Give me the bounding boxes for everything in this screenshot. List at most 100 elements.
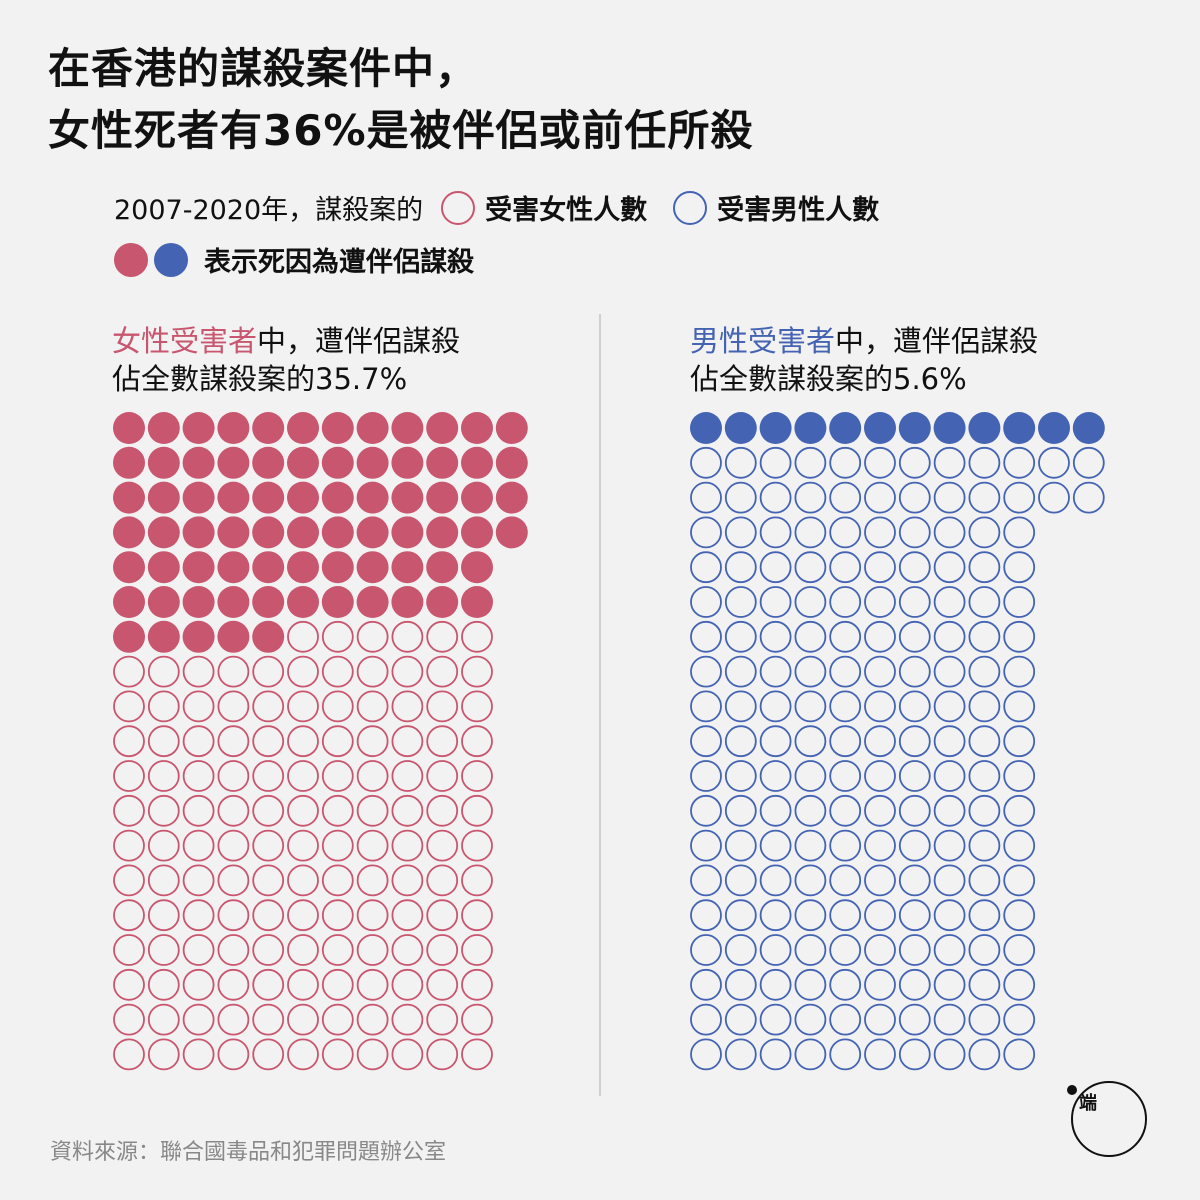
male-victim-dot	[759, 794, 792, 827]
female-victim-dot	[252, 690, 285, 723]
male-victim-dot	[690, 864, 722, 897]
male-victim-partner-dot	[968, 412, 1001, 444]
male-victim-dot	[794, 446, 827, 479]
female-victim-partner-dot	[182, 620, 215, 653]
female-victim-dot	[356, 794, 389, 827]
female-victim-partner-dot	[182, 551, 215, 584]
male-victim-dot	[864, 1003, 896, 1036]
female-victim-dot	[356, 690, 389, 723]
female-victim-dot	[321, 934, 354, 966]
male-victim-dot	[968, 864, 1001, 897]
male-victim-dot	[898, 829, 931, 862]
female-victim-dot	[147, 760, 180, 792]
male-victim-dot	[794, 516, 827, 549]
male-victim-dot	[829, 1003, 862, 1036]
male-victim-dot	[724, 1038, 757, 1071]
female-victim-dot	[113, 760, 145, 792]
female-victim-partner-dot	[252, 620, 285, 653]
female-victim-dot	[287, 725, 319, 758]
female-victim-dot	[217, 864, 250, 897]
female-victim-dot	[356, 1003, 389, 1036]
male-victim-dot	[933, 899, 966, 932]
male-victim-dot	[724, 829, 757, 862]
male-victim-dot	[724, 586, 757, 618]
female-victim-dot	[113, 725, 145, 758]
female-victim-dot	[321, 655, 354, 688]
female-victim-partner-dot	[321, 586, 354, 618]
female-victim-partner-dot	[182, 481, 215, 514]
male-victim-dot	[759, 690, 792, 723]
male-victim-dot	[794, 655, 827, 688]
female-victim-dot	[461, 829, 493, 862]
female-victim-dot	[391, 655, 424, 688]
male-victim-dot	[933, 655, 966, 688]
male-victim-dot	[898, 655, 931, 688]
female-victim-dot	[147, 690, 180, 723]
male-victim-dot	[1003, 620, 1036, 653]
female-victim-dot	[252, 1003, 285, 1036]
male-victim-dot	[898, 1003, 931, 1036]
female-victim-partner-dot	[147, 446, 180, 479]
female-victim-dot	[426, 760, 459, 792]
male-victim-dot	[794, 968, 827, 1001]
male-victim-dot	[794, 794, 827, 827]
source-note: 資料來源：聯合國毒品和犯罪問題辦公室	[50, 1140, 447, 1165]
male-victim-dot	[864, 551, 896, 584]
male-victim-dot	[829, 586, 862, 618]
female-victim-dot	[182, 899, 215, 932]
female-victim-dot	[113, 794, 145, 827]
female-victim-dot	[356, 829, 389, 862]
male-victim-dot	[724, 655, 757, 688]
male-victim-dot	[724, 760, 757, 792]
female-victim-dot	[287, 864, 319, 897]
male-victim-dot	[864, 620, 896, 653]
male-victim-dot	[1003, 899, 1036, 932]
male-victim-dot	[864, 794, 896, 827]
male-victim-dot	[864, 725, 896, 758]
male-victim-partner-dot	[794, 412, 827, 444]
female-victim-dot	[147, 934, 180, 966]
female-victim-dot	[147, 1038, 180, 1071]
female-victim-partner-dot	[426, 516, 459, 549]
female-victim-partner-dot	[356, 586, 389, 618]
female-victim-dot	[391, 899, 424, 932]
male-panel-subtitle: 男性受害者中，遭伴侶謀殺 佔全數謀殺案的5.6%	[690, 322, 1038, 398]
male-victim-dot	[1003, 864, 1036, 897]
female-victim-partner-dot	[461, 551, 493, 584]
male-victim-dot	[933, 794, 966, 827]
female-victim-dot	[287, 968, 319, 1001]
female-victim-partner-dot	[113, 412, 145, 444]
female-victim-dot	[287, 690, 319, 723]
male-victim-dot	[690, 690, 722, 723]
male-victim-dot	[933, 446, 966, 479]
male-victim-dot	[933, 829, 966, 862]
male-victim-dot	[933, 725, 966, 758]
male-victim-partner-dot	[759, 412, 792, 444]
male-victim-dot	[898, 446, 931, 479]
male-victim-dot	[898, 864, 931, 897]
female-victim-dot	[321, 794, 354, 827]
female-victim-partner-dot	[113, 586, 145, 618]
male-victim-dot	[933, 586, 966, 618]
female-victim-partner-dot	[217, 516, 250, 549]
male-victim-dot	[690, 1003, 722, 1036]
female-victim-dot	[113, 1003, 145, 1036]
male-victim-dot	[690, 516, 722, 549]
legend-female-label: 受害女性人數	[485, 195, 648, 226]
legend-female-empty-circle-icon	[441, 190, 476, 225]
female-victim-partner-dot	[495, 481, 528, 514]
male-victim-dot	[864, 690, 896, 723]
male-victim-dot	[933, 864, 966, 897]
female-victim-dot	[391, 690, 424, 723]
male-victim-dot	[1003, 934, 1036, 966]
female-victim-dot	[461, 968, 493, 1001]
male-victim-partner-dot	[933, 412, 966, 444]
female-victim-dot	[287, 655, 319, 688]
male-victim-dot	[1038, 446, 1070, 479]
male-victim-dot	[898, 516, 931, 549]
female-victim-dot	[217, 725, 250, 758]
female-victim-dot	[217, 760, 250, 792]
female-victim-dot	[426, 968, 459, 1001]
male-victim-dot	[690, 620, 722, 653]
female-victim-dot	[321, 690, 354, 723]
